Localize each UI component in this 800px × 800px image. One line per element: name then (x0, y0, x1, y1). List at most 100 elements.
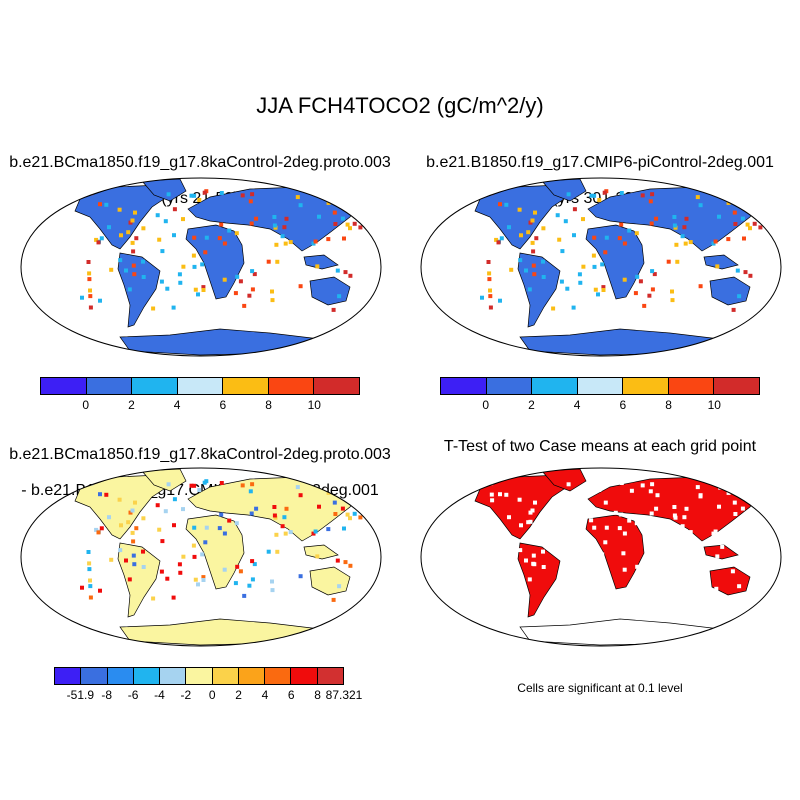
grid-cell (732, 500, 737, 505)
landmass (585, 514, 645, 590)
grid-cell (605, 581, 610, 586)
grid-cell (541, 549, 545, 554)
grid-cell (494, 237, 499, 242)
grid-cell (530, 530, 535, 535)
colorbar-difference-swatch (81, 668, 108, 684)
grid-cell (682, 515, 687, 520)
grid-cell (726, 527, 731, 532)
grid-cell (193, 287, 198, 292)
grid-cell (342, 236, 346, 241)
colorbar-case2-swatch (714, 378, 760, 394)
colorbar-difference-swatch (160, 668, 187, 684)
grid-cell (480, 517, 485, 522)
colorbar-difference-swatch (186, 668, 213, 684)
grid-cell (171, 305, 176, 310)
map-boundary (420, 467, 782, 647)
grid-cell (741, 198, 746, 203)
landmass-antarctica (119, 328, 351, 356)
colorbar-difference (54, 667, 344, 685)
grid-cell (488, 294, 493, 299)
colorbar-case2-labels: 0 2 4 6 8 10 (440, 398, 760, 414)
colorbar-difference-tick-label: 0 (208, 688, 216, 702)
grid-cell (527, 577, 532, 582)
grid-cell (551, 306, 556, 311)
grid-cell (726, 200, 731, 205)
grid-cell (155, 213, 160, 218)
grid-cell (673, 515, 678, 520)
grid-cell (282, 225, 287, 230)
grid-cell (600, 262, 605, 267)
grid-cell (94, 527, 99, 532)
grid-cell (555, 213, 560, 218)
grid-cell (298, 284, 303, 289)
grid-cell (687, 557, 692, 562)
colorbar-difference-swatch (133, 668, 161, 684)
grid-cell (518, 548, 523, 553)
grid-cell (530, 218, 535, 223)
grid-cell (601, 288, 606, 292)
grid-cell (534, 526, 539, 531)
grid-cell (743, 549, 748, 554)
grid-cell (589, 193, 594, 198)
grid-cell (86, 550, 91, 554)
grid-cell (315, 554, 320, 559)
grid-cell (530, 508, 535, 513)
grid-cell (270, 298, 275, 303)
landmass (541, 468, 587, 492)
grid-cell (600, 552, 605, 557)
grid-cell (270, 579, 274, 584)
grid-cell (266, 259, 271, 264)
grid-cell (348, 273, 353, 278)
grid-cell (715, 264, 720, 269)
grid-cell (181, 507, 185, 512)
grid-cell (340, 506, 345, 511)
grid-cell (531, 553, 536, 558)
grid-cell (582, 532, 587, 537)
grid-cell (494, 527, 499, 532)
landmass (517, 252, 561, 328)
colorbar-difference-tick-label: 2 (235, 688, 242, 702)
grid-cell (684, 506, 689, 511)
grid-cell (680, 524, 685, 529)
grid-cell (531, 263, 536, 268)
grid-cell (654, 216, 659, 221)
grid-cell (196, 292, 200, 297)
landmass (141, 178, 187, 202)
grid-cell (222, 531, 227, 536)
grid-cell (326, 490, 331, 495)
grid-cell (130, 530, 135, 535)
grid-cell (680, 234, 685, 239)
grid-cell (487, 271, 492, 276)
grid-cell (200, 552, 205, 557)
grid-cell (201, 288, 206, 292)
grid-cell (247, 293, 252, 298)
grid-cell (488, 578, 492, 583)
grid-cell (711, 241, 716, 246)
grid-cell (536, 521, 541, 526)
grid-cell (745, 222, 750, 227)
grid-cell (109, 267, 114, 272)
grid-cell (171, 595, 176, 600)
grid-cell (499, 580, 504, 585)
grid-cell (752, 511, 757, 516)
grid-cell (332, 500, 337, 505)
grid-cell (541, 226, 546, 231)
grid-cell (326, 527, 331, 532)
grid-cell (526, 230, 531, 235)
grid-cell (96, 530, 101, 535)
grid-cell (619, 191, 624, 195)
grid-cell (487, 567, 492, 572)
colorbar-difference-tick-label: 87.321 (325, 688, 363, 702)
grid-cell (104, 202, 109, 207)
map-case1 (20, 177, 382, 357)
grid-cell (648, 199, 653, 204)
grid-cell (486, 550, 491, 554)
grid-cell (735, 268, 740, 273)
landmass (309, 566, 351, 596)
grid-cell (526, 520, 531, 525)
grid-cell (581, 507, 585, 512)
grid-cell (635, 564, 640, 569)
grid-cell (731, 307, 736, 312)
grid-cell (596, 292, 600, 297)
grid-cell (151, 306, 156, 311)
